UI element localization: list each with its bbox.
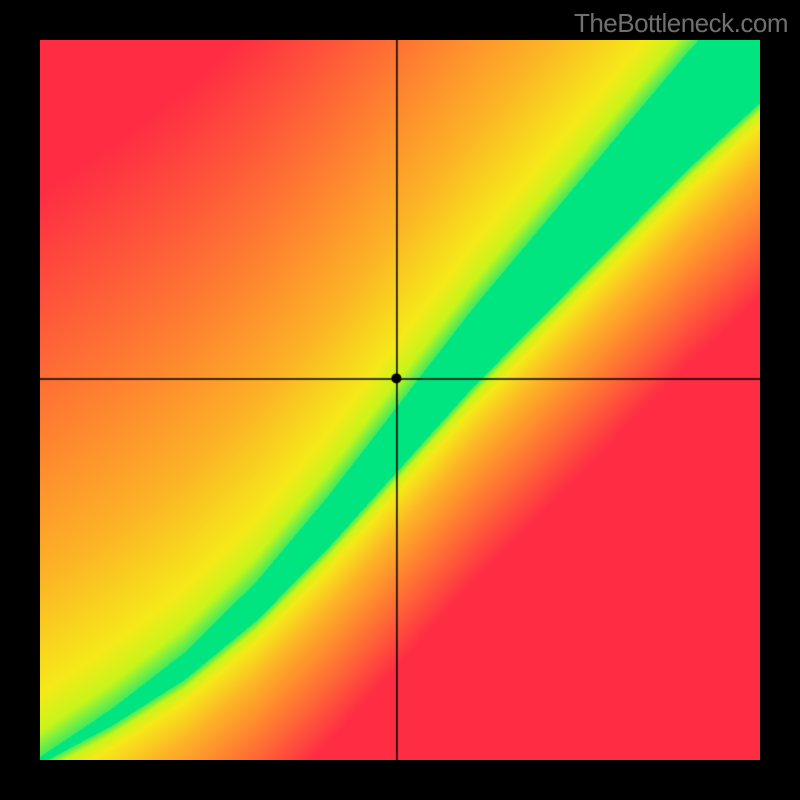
heatmap-plot <box>40 40 760 760</box>
heatmap-canvas <box>40 40 760 760</box>
chart-container: TheBottleneck.com <box>0 0 800 800</box>
watermark-text: TheBottleneck.com <box>574 8 788 39</box>
